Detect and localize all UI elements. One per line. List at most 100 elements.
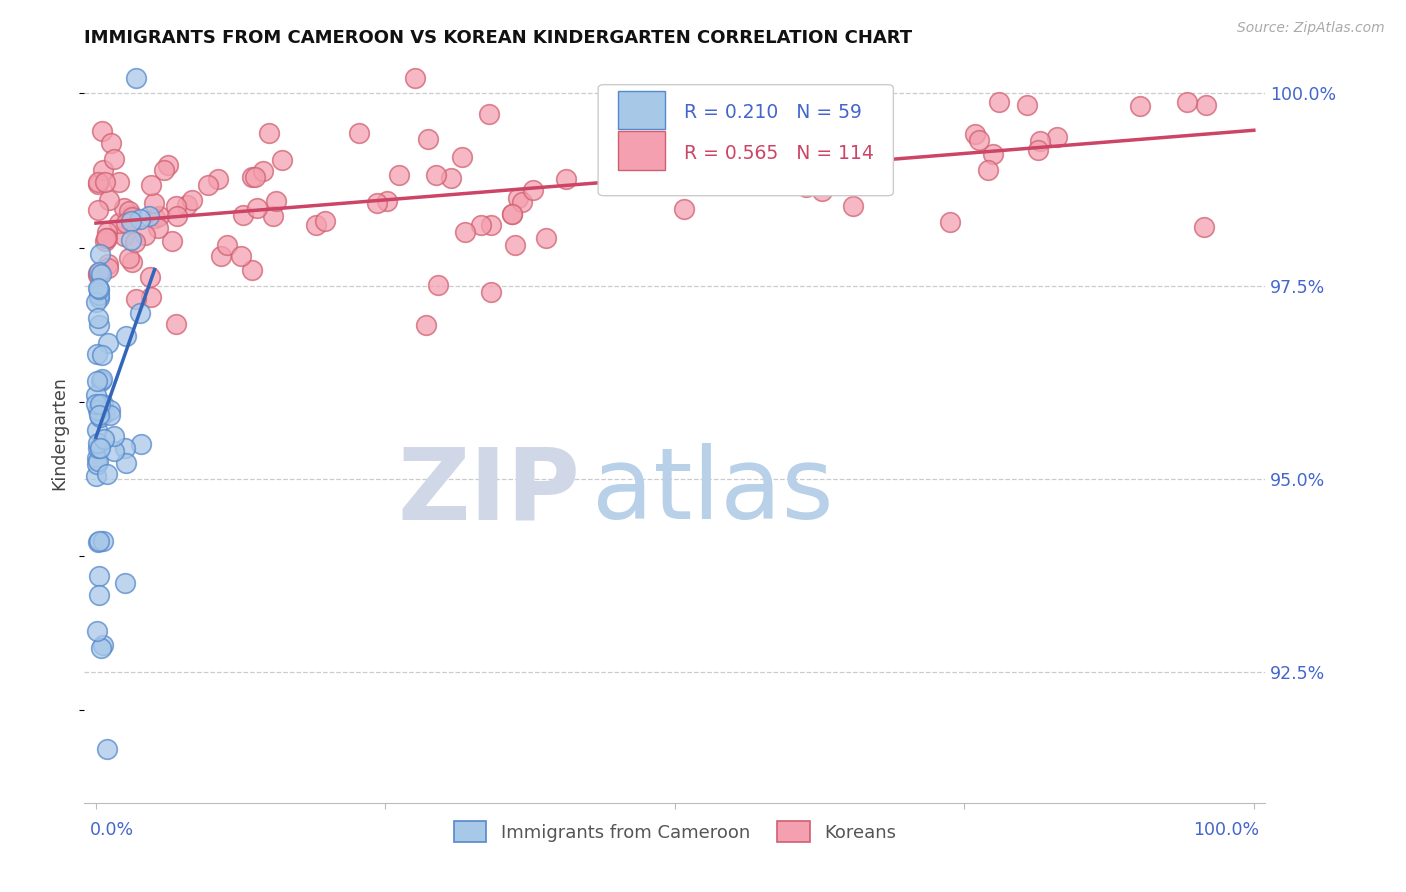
Point <box>121 255 143 269</box>
Text: IMMIGRANTS FROM CAMEROON VS KOREAN KINDERGARTEN CORRELATION CHART: IMMIGRANTS FROM CAMEROON VS KOREAN KINDE… <box>84 29 912 47</box>
Point <box>91 349 114 363</box>
Point <box>86 423 108 437</box>
Point <box>377 194 399 209</box>
Text: 0.0%: 0.0% <box>90 822 135 839</box>
Point <box>501 207 523 221</box>
Point <box>96 231 118 245</box>
Point <box>148 221 170 235</box>
Point <box>655 161 678 176</box>
Point <box>84 388 107 402</box>
Point <box>87 176 110 190</box>
Point <box>87 533 110 548</box>
Point <box>90 641 112 656</box>
Point <box>479 218 502 232</box>
Text: R = 0.210   N = 59: R = 0.210 N = 59 <box>685 103 862 122</box>
Point <box>93 397 115 411</box>
Point <box>98 403 121 417</box>
Text: 100.0%: 100.0% <box>1194 822 1260 839</box>
Point <box>124 292 146 306</box>
Point <box>243 169 266 184</box>
Point <box>157 158 180 172</box>
Point <box>349 126 371 140</box>
Point <box>89 397 111 411</box>
Point <box>139 290 162 304</box>
Point <box>138 209 160 223</box>
Point <box>129 437 152 451</box>
Point <box>96 225 118 239</box>
Point <box>240 170 263 185</box>
Point <box>89 410 111 425</box>
Point <box>87 291 110 305</box>
Point <box>501 207 523 221</box>
Point <box>426 278 449 293</box>
Point <box>84 397 107 411</box>
Point <box>125 70 148 85</box>
Point <box>114 575 136 590</box>
Point <box>197 178 219 193</box>
Point <box>404 70 426 85</box>
Point <box>257 127 280 141</box>
Point <box>415 318 437 332</box>
Point <box>534 231 557 245</box>
Point <box>84 295 107 310</box>
FancyBboxPatch shape <box>619 91 665 129</box>
Point <box>689 132 711 146</box>
Point <box>366 195 388 210</box>
Point <box>794 179 817 194</box>
Point <box>90 267 112 281</box>
Point <box>94 234 117 248</box>
Point <box>1026 144 1049 158</box>
Point <box>87 318 110 333</box>
Point <box>87 203 110 218</box>
Point <box>94 174 117 188</box>
Point <box>103 152 125 166</box>
Point <box>114 456 136 470</box>
Point <box>86 451 108 466</box>
Point <box>600 149 623 163</box>
Point <box>835 145 858 159</box>
Point <box>115 329 138 343</box>
Point <box>129 212 152 227</box>
Point <box>87 266 110 280</box>
Point <box>86 441 108 455</box>
Point <box>305 218 328 232</box>
Point <box>103 429 125 443</box>
Point <box>94 406 117 420</box>
Y-axis label: Kindergarten: Kindergarten <box>51 376 69 490</box>
Point <box>98 408 121 422</box>
Point <box>503 237 526 252</box>
Point <box>752 139 775 153</box>
Point <box>86 457 108 471</box>
Point <box>139 269 162 284</box>
Point <box>87 177 110 191</box>
Point <box>87 281 110 295</box>
Point <box>100 136 122 150</box>
Point <box>108 216 131 230</box>
Point <box>522 183 544 197</box>
Point <box>93 432 115 446</box>
Point <box>314 214 336 228</box>
Point <box>118 251 141 265</box>
Text: atlas: atlas <box>592 443 834 541</box>
Point <box>86 624 108 639</box>
Point <box>1195 98 1218 112</box>
Point <box>232 208 254 222</box>
Point <box>165 317 187 331</box>
Point <box>510 195 533 210</box>
Point <box>969 133 991 147</box>
Point <box>425 168 447 182</box>
Point <box>107 175 129 189</box>
Point <box>176 198 198 212</box>
Point <box>665 151 688 165</box>
Point <box>555 172 578 186</box>
Point <box>89 441 111 455</box>
Point <box>87 569 110 583</box>
Point <box>246 202 269 216</box>
Point <box>96 741 118 756</box>
Point <box>120 214 142 228</box>
Point <box>87 454 110 468</box>
Point <box>87 288 110 302</box>
Point <box>1028 134 1050 148</box>
FancyBboxPatch shape <box>598 85 893 195</box>
Point <box>115 216 138 230</box>
